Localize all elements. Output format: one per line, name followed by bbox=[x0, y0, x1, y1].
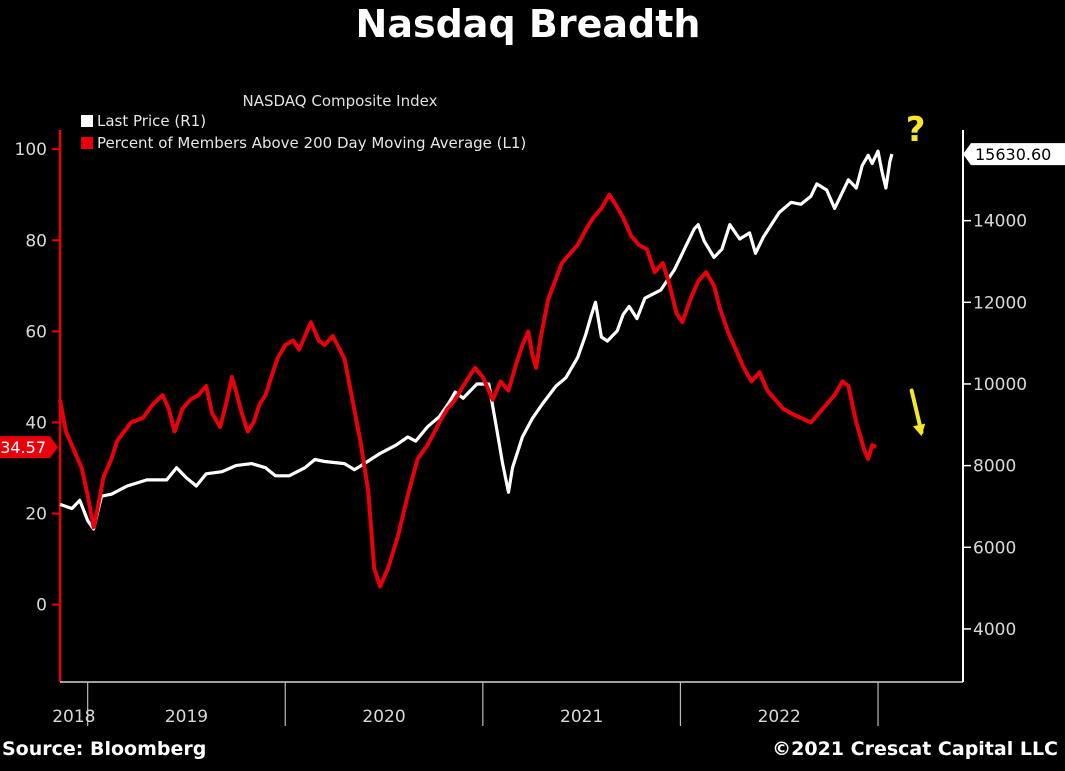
legend-label-breadth: Percent of Members Above 200 Day Moving … bbox=[97, 134, 526, 152]
left-axis-ticks: 0 20 40 60 80 100 bbox=[15, 140, 60, 616]
right-flag-value: 15630.60 bbox=[975, 145, 1051, 164]
right-current-value-flag: 15630.60 bbox=[963, 143, 1065, 166]
x-tick-label-2018: 2018 bbox=[52, 707, 95, 727]
right-tick-label-14000: 14000 bbox=[973, 212, 1027, 232]
left-flag-background bbox=[0, 436, 58, 459]
right-tick-label-8000: 8000 bbox=[973, 457, 1016, 477]
annotation-down-arrow-icon bbox=[913, 423, 926, 437]
left-tick-label-100: 100 bbox=[15, 140, 47, 160]
x-tick-label-2019: 2019 bbox=[165, 707, 208, 727]
left-current-value-flag: 34.57 bbox=[0, 436, 58, 459]
legend-swatch-price bbox=[81, 115, 93, 127]
legend-swatch-breadth bbox=[81, 137, 93, 149]
x-tick-label-2022: 2022 bbox=[758, 707, 801, 727]
left-tick-label-60: 60 bbox=[25, 322, 47, 342]
series-line-percent-above-200dma bbox=[58, 192, 877, 589]
x-tick-label-2020: 2020 bbox=[362, 707, 405, 727]
left-tick-label-20: 20 bbox=[25, 505, 47, 525]
x-tick-label-2021: 2021 bbox=[560, 707, 603, 727]
source-note: Source: Bloomberg bbox=[2, 738, 206, 760]
right-tick-label-4000: 4000 bbox=[973, 620, 1016, 640]
right-tick-label-10000: 10000 bbox=[973, 375, 1027, 395]
annotation-question-mark: ? bbox=[906, 110, 926, 150]
left-tick-label-80: 80 bbox=[25, 231, 47, 251]
series-line-last-price bbox=[59, 149, 894, 531]
annotations: ? bbox=[906, 110, 926, 437]
legend-item-price: Last Price (R1) bbox=[81, 112, 206, 130]
right-tick-label-6000: 6000 bbox=[973, 538, 1016, 558]
left-tick-label-0: 0 bbox=[36, 596, 47, 616]
legend-item-breadth: Percent of Members Above 200 Day Moving … bbox=[81, 134, 526, 152]
left-flag-value: 34.57 bbox=[0, 438, 46, 457]
right-axis-ticks: 4000 6000 8000 10000 12000 14000 bbox=[963, 212, 1027, 640]
chart-subtitle: NASDAQ Composite Index bbox=[243, 92, 438, 110]
copyright-note: ©2021 Crescat Capital LLC bbox=[772, 738, 1058, 760]
right-tick-label-12000: 12000 bbox=[973, 293, 1027, 313]
x-axis-ticks: 2018 2019 2020 2021 2022 bbox=[52, 682, 879, 727]
left-tick-label-40: 40 bbox=[25, 413, 47, 433]
right-flag-background bbox=[963, 143, 1065, 166]
legend-label-price: Last Price (R1) bbox=[97, 112, 206, 130]
page-title: Nasdaq Breadth bbox=[356, 2, 701, 46]
legend: Last Price (R1) Percent of Members Above… bbox=[81, 112, 526, 152]
